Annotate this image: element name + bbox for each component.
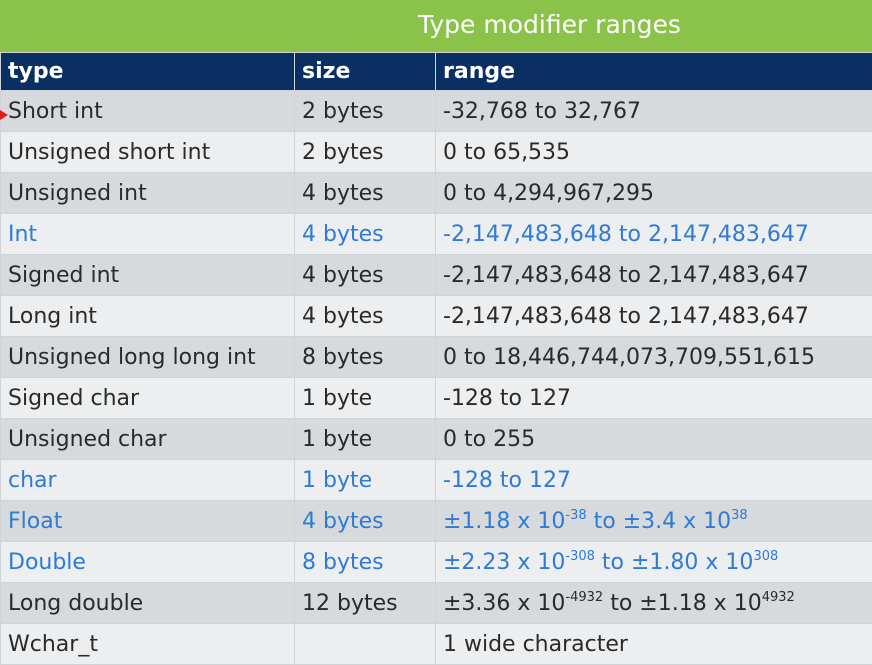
- cell-size: 8 bytes: [294, 541, 436, 583]
- cell-range: 0 to 18,446,744,073,709,551,615: [435, 336, 872, 378]
- title-banner: Type modifier ranges: [0, 0, 872, 52]
- cell-size: 4 bytes: [294, 500, 436, 542]
- table-row: Long int 4 bytes -2,147,483,648 to 2,147,4…: [0, 295, 872, 337]
- cell-range: 1 wide character: [435, 623, 872, 665]
- cell-size: 4 bytes: [294, 295, 436, 337]
- cell-type: Wchar_t: [0, 623, 295, 665]
- cell-size: [294, 623, 436, 665]
- table-row: Int 4 bytes -2,147,483,648 to 2,147,483,64…: [0, 213, 872, 255]
- banner-title: Type modifier ranges: [418, 10, 681, 39]
- range-text: to ±1.80 x 10: [594, 549, 754, 575]
- cell-type: Short int: [0, 90, 295, 132]
- exponent: 38: [731, 507, 748, 523]
- table-row: char 1 byte -128 to 127: [0, 459, 872, 501]
- table-row: Long double 12 bytes ±3.36 x 10-4932 to ±1…: [0, 582, 872, 624]
- cell-type: char: [0, 459, 295, 501]
- table-row: Signed int 4 bytes -2,147,483,648 to 2,147…: [0, 254, 872, 296]
- cell-type: Long int: [0, 295, 295, 337]
- table-header-row: type size range: [0, 52, 872, 91]
- cell-range: -128 to 127: [435, 459, 872, 501]
- table-row: Wchar_t 1 wide character: [0, 623, 872, 665]
- table-row: Signed char 1 byte -128 to 127: [0, 377, 872, 419]
- exponent: -38: [565, 507, 587, 523]
- cell-range: 0 to 255: [435, 418, 872, 460]
- range-text: to ±1.18 x 10: [603, 590, 762, 616]
- cell-type: Int: [0, 213, 295, 255]
- cell-range: -2,147,483,648 to 2,147,483,647: [435, 213, 872, 255]
- cell-size: 8 bytes: [294, 336, 436, 378]
- cell-type: Float: [0, 500, 295, 542]
- table-row: Double 8 bytes ±2.23 x 10-308 to ±1.80 x 1…: [0, 541, 872, 583]
- cell-type: Unsigned char: [0, 418, 295, 460]
- cell-size: 2 bytes: [294, 131, 436, 173]
- exponent: -4932: [565, 589, 604, 605]
- cell-range: -128 to 127: [435, 377, 872, 419]
- cell-range: ±1.18 x 10-38 to ±3.4 x 1038: [435, 500, 872, 542]
- cell-size: 4 bytes: [294, 172, 436, 214]
- cell-range: 0 to 65,535: [435, 131, 872, 173]
- cell-range: ±3.36 x 10-4932 to ±1.18 x 104932: [435, 582, 872, 624]
- range-text: ±3.36 x 10: [443, 590, 566, 616]
- cell-size: 4 bytes: [294, 254, 436, 296]
- table-row: Float 4 bytes ±1.18 x 10-38 to ±3.4 x 1038: [0, 500, 872, 542]
- range-text: ±1.18 x 10: [443, 508, 566, 534]
- cell-size: 1 byte: [294, 459, 436, 501]
- cell-type: Double: [0, 541, 295, 583]
- table-row: Unsigned long long int 8 bytes 0 to 18,446…: [0, 336, 872, 378]
- cell-size: 1 byte: [294, 418, 436, 460]
- table-row: Unsigned short int 2 bytes 0 to 65,535: [0, 131, 872, 173]
- cell-type: Unsigned long long int: [0, 336, 295, 378]
- cell-range: ±2.23 x 10-308 to ±1.80 x 10308: [435, 541, 872, 583]
- pointer-marker-icon: [0, 110, 8, 120]
- table-body: Short int 2 bytes -32,768 to 32,767 Unsigne…: [0, 90, 872, 665]
- cell-size: 1 byte: [294, 377, 436, 419]
- header-size: size: [294, 52, 436, 91]
- cell-type: Unsigned short int: [0, 131, 295, 173]
- cell-type: Signed int: [0, 254, 295, 296]
- range-text: to ±3.4 x 10: [586, 508, 732, 534]
- cell-type: Unsigned int: [0, 172, 295, 214]
- header-range: range: [435, 52, 872, 91]
- cell-range: -2,147,483,648 to 2,147,483,647: [435, 254, 872, 296]
- cell-size: 12 bytes: [294, 582, 436, 624]
- exponent: 4932: [761, 589, 795, 605]
- type-modifier-table: type size range Short int 2 bytes -32,768 …: [0, 52, 872, 665]
- table-row: Unsigned int 4 bytes 0 to 4,294,967,295: [0, 172, 872, 214]
- exponent: -308: [565, 548, 595, 564]
- exponent: 308: [753, 548, 779, 564]
- cell-range: -2,147,483,648 to 2,147,483,647: [435, 295, 872, 337]
- cell-range: 0 to 4,294,967,295: [435, 172, 872, 214]
- cell-range: -32,768 to 32,767: [435, 90, 872, 132]
- cell-size: 4 bytes: [294, 213, 436, 255]
- table-row: Unsigned char 1 byte 0 to 255: [0, 418, 872, 460]
- cell-type: Long double: [0, 582, 295, 624]
- table-row: Short int 2 bytes -32,768 to 32,767: [0, 90, 872, 132]
- cell-size: 2 bytes: [294, 90, 436, 132]
- range-text: ±2.23 x 10: [443, 549, 566, 575]
- header-type: type: [0, 52, 295, 91]
- cell-type: Signed char: [0, 377, 295, 419]
